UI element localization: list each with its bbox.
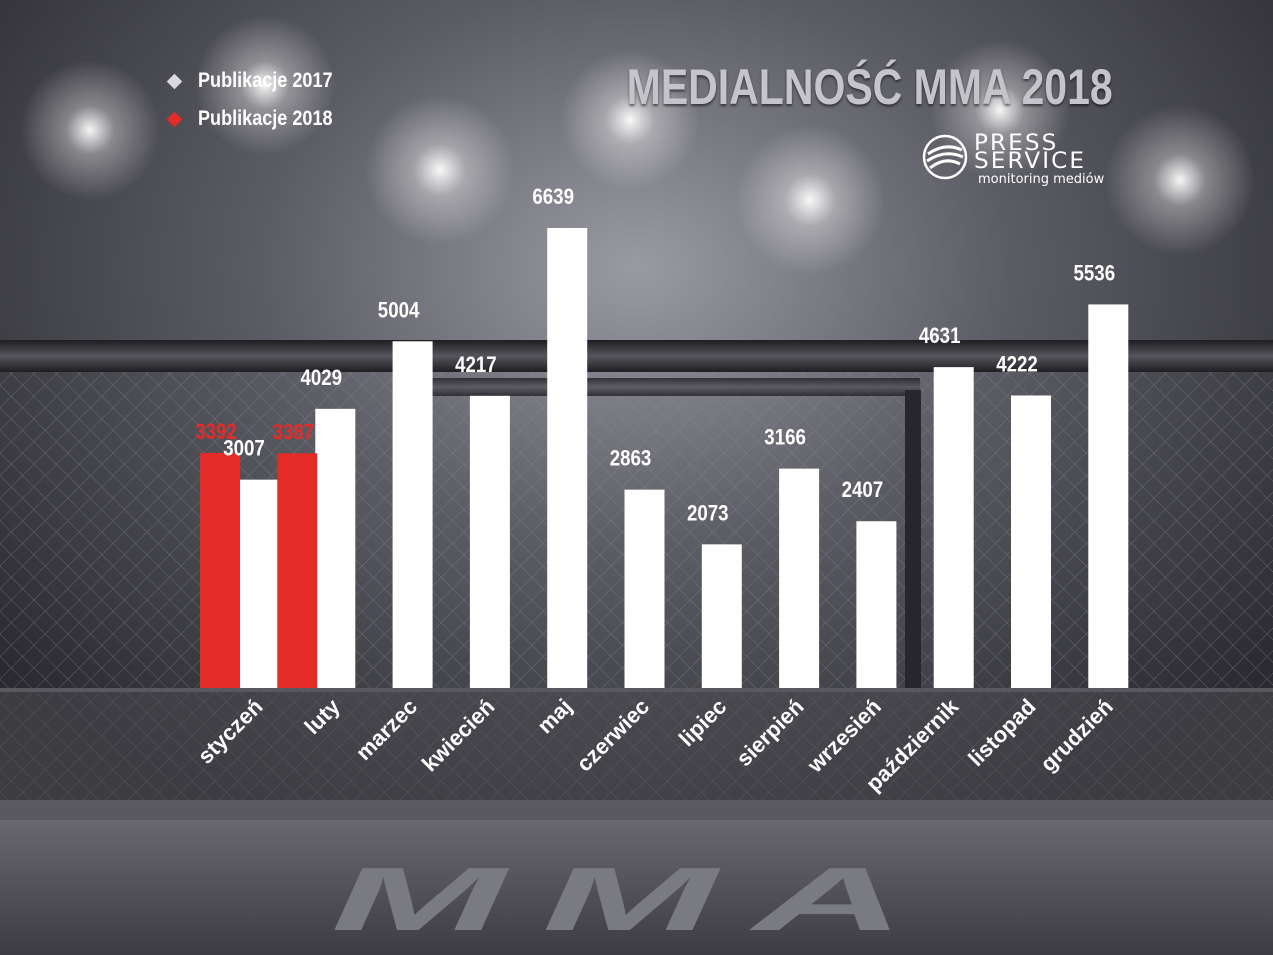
value-label-2017-0: 3007	[223, 437, 265, 461]
category-label-2: marzec	[351, 694, 422, 765]
floor	[0, 800, 1273, 955]
bar-2018-0	[200, 452, 240, 688]
value-label-2017-5: 2863	[610, 447, 652, 471]
logo-text-press: PRESS	[974, 131, 1059, 156]
bar-2017-5	[624, 489, 665, 688]
category-label-11: grudzień	[1035, 694, 1117, 776]
value-label-2017-3: 4217	[455, 353, 497, 377]
cage-top-rail	[0, 340, 1273, 372]
legend-label: Publikacje 2018	[198, 107, 333, 130]
cage-back-rail	[400, 378, 920, 396]
diamond-icon	[166, 111, 183, 127]
value-label-2018-1: 3387	[273, 421, 315, 445]
cage-post	[905, 390, 921, 690]
category-label-6: lipiec	[674, 694, 731, 751]
category-label-7: sierpień	[731, 694, 808, 771]
press-service-logo: PRESS SERVICE monitoring mediów	[922, 130, 1122, 190]
bar-2017-11	[1088, 304, 1129, 688]
value-label-2017-10: 4222	[996, 353, 1038, 377]
value-label-2017-11: 5536	[1074, 262, 1116, 286]
category-label-3: kwiecień	[417, 694, 500, 777]
legend-label: Publikacje 2017	[198, 69, 333, 92]
logo-text-service: SERVICE	[974, 149, 1087, 174]
category-label-10: listopad	[963, 694, 1040, 771]
value-label-2017-9: 4631	[919, 325, 961, 349]
category-label-0: styczeń	[193, 694, 268, 769]
cage-floor-edge	[0, 688, 1273, 692]
category-label-4: maj	[532, 694, 576, 738]
spotlights	[20, 15, 1255, 275]
legend-item-2017: Publikacje 2017	[166, 62, 354, 100]
floor-mma-text: MMA	[331, 849, 942, 949]
value-label-2018-0: 3392	[195, 421, 237, 445]
bar-2018-1	[277, 453, 318, 688]
bar-2017-0	[238, 479, 278, 688]
chart-title: MEDIALNOŚĆ MMA 2018	[626, 59, 1113, 115]
bar-2017-1	[315, 408, 356, 688]
legend: Publikacje 2017 Publikacje 2018	[166, 62, 354, 138]
bar-2017-7	[779, 468, 820, 688]
bar-2017-3	[469, 395, 510, 688]
bar-2017-4	[547, 228, 588, 688]
value-label-2017-8: 2407	[842, 479, 884, 503]
value-label-2017-2: 5004	[378, 299, 420, 323]
diamond-icon	[166, 73, 183, 89]
value-label-2017-7: 3166	[764, 426, 806, 450]
value-label-2017-6: 2073	[687, 502, 729, 526]
bar-2017-9	[933, 367, 974, 688]
value-label-2017-1: 4029	[301, 367, 343, 391]
category-label-1: luty	[299, 693, 345, 739]
category-label-5: czerwiec	[571, 694, 654, 777]
bar-2017-6	[701, 544, 742, 688]
bars	[200, 228, 1129, 688]
bar-2017-8	[856, 521, 897, 688]
legend-item-2018: Publikacje 2018	[166, 100, 354, 138]
bar-2017-10	[1011, 395, 1051, 688]
press-service-logo-icon	[922, 134, 968, 180]
value-label-2017-4: 6639	[532, 186, 574, 210]
bar-2017-2	[392, 341, 433, 688]
cage-floor	[0, 690, 1273, 820]
logo-tagline: monitoring mediów	[978, 172, 1105, 187]
